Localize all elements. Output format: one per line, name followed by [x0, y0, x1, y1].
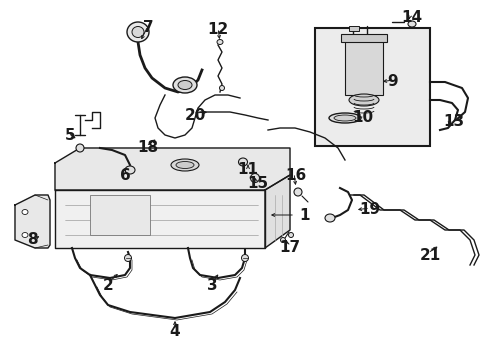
Bar: [340, 34, 386, 42]
Text: 4: 4: [169, 324, 180, 339]
Ellipse shape: [217, 40, 223, 45]
Text: 17: 17: [279, 240, 300, 256]
Ellipse shape: [250, 174, 259, 183]
Text: 6: 6: [120, 167, 130, 183]
Bar: [345, 40, 382, 95]
Ellipse shape: [171, 159, 199, 171]
Text: 19: 19: [359, 202, 380, 217]
Text: 9: 9: [387, 75, 398, 90]
Ellipse shape: [325, 214, 334, 222]
Ellipse shape: [176, 162, 194, 168]
Text: 11: 11: [237, 162, 258, 177]
Ellipse shape: [293, 188, 302, 196]
Ellipse shape: [125, 166, 135, 174]
Text: 14: 14: [401, 10, 422, 26]
Polygon shape: [55, 190, 264, 248]
Text: 5: 5: [64, 127, 75, 143]
Text: 16: 16: [285, 167, 306, 183]
Ellipse shape: [328, 113, 360, 123]
Text: 18: 18: [137, 140, 158, 156]
Ellipse shape: [173, 77, 197, 93]
Text: 12: 12: [207, 22, 228, 37]
Ellipse shape: [219, 85, 224, 90]
Ellipse shape: [280, 238, 285, 243]
Bar: [90, 195, 150, 235]
Text: 21: 21: [419, 248, 440, 262]
Bar: [314, 28, 429, 146]
Polygon shape: [15, 195, 50, 248]
Bar: [348, 26, 358, 31]
Text: 13: 13: [443, 114, 464, 130]
Text: 3: 3: [206, 278, 217, 292]
Ellipse shape: [124, 255, 131, 261]
Text: 15: 15: [247, 175, 268, 190]
Text: 2: 2: [102, 278, 113, 292]
Text: 10: 10: [352, 111, 373, 126]
Text: 8: 8: [27, 233, 37, 248]
Ellipse shape: [22, 233, 28, 238]
Ellipse shape: [241, 255, 248, 261]
Ellipse shape: [178, 81, 192, 90]
Ellipse shape: [238, 158, 247, 166]
Ellipse shape: [76, 144, 84, 152]
Polygon shape: [264, 175, 289, 248]
Ellipse shape: [348, 94, 378, 106]
Ellipse shape: [407, 21, 415, 27]
Polygon shape: [55, 148, 289, 190]
Text: 20: 20: [184, 108, 205, 122]
Ellipse shape: [127, 22, 149, 42]
Text: 7: 7: [142, 21, 153, 36]
Ellipse shape: [333, 115, 355, 121]
Ellipse shape: [288, 233, 293, 238]
Ellipse shape: [22, 210, 28, 215]
Text: 1: 1: [299, 207, 309, 222]
Ellipse shape: [132, 27, 143, 37]
